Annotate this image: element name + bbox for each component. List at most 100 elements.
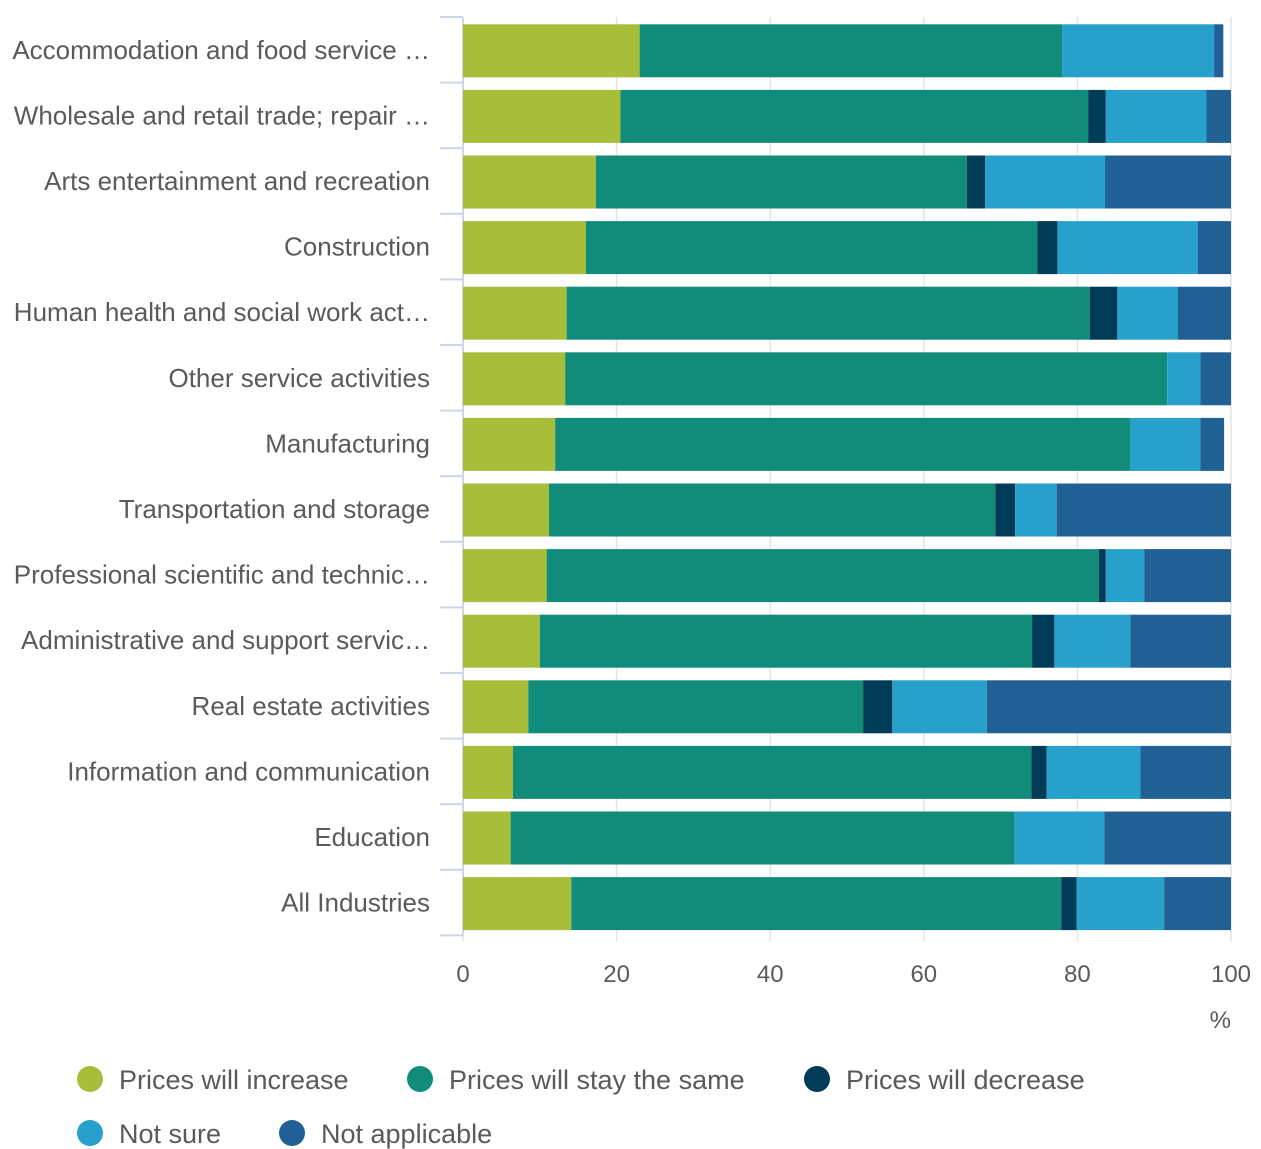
bar-segment bbox=[565, 352, 1168, 406]
bar-segment bbox=[463, 89, 621, 143]
bar-segment bbox=[463, 483, 550, 537]
bar-segment bbox=[1206, 89, 1231, 143]
bar-segment bbox=[1056, 483, 1231, 537]
bar-segment bbox=[555, 417, 1131, 471]
bar-segment bbox=[463, 352, 566, 406]
category-label: Wholesale and retail trade; repair … bbox=[14, 100, 430, 130]
category-label: Transportation and storage bbox=[119, 494, 430, 524]
bar-segment bbox=[528, 680, 864, 734]
bar-segment bbox=[463, 286, 567, 340]
bar-segment bbox=[1140, 745, 1231, 799]
x-tick-label: 20 bbox=[603, 961, 630, 988]
category-label: Construction bbox=[284, 232, 430, 262]
bar-segment bbox=[463, 549, 547, 603]
bar-segment bbox=[1062, 24, 1215, 78]
legend-swatch bbox=[804, 1066, 830, 1092]
bar-segment bbox=[1098, 549, 1106, 603]
bar-segment bbox=[463, 877, 572, 931]
bar-segment bbox=[1104, 811, 1231, 865]
bar-segment bbox=[1164, 877, 1231, 931]
bar-segment bbox=[463, 155, 596, 209]
bar-segment bbox=[892, 680, 987, 734]
bar-segment bbox=[1105, 549, 1145, 603]
bar-segment bbox=[463, 745, 513, 799]
bar-segment bbox=[512, 745, 1032, 799]
bar-segment bbox=[1144, 549, 1231, 603]
category-axis bbox=[440, 16, 464, 937]
category-label: Human health and social work act… bbox=[14, 297, 430, 327]
bar-segment bbox=[463, 417, 556, 471]
bar-segment bbox=[863, 680, 893, 734]
x-tick-label: 40 bbox=[757, 961, 784, 988]
bar-segment bbox=[1057, 221, 1198, 275]
category-label: Education bbox=[314, 822, 430, 852]
bar-segment bbox=[620, 89, 1089, 143]
bar-segment bbox=[1130, 614, 1231, 668]
x-tick-label: 60 bbox=[910, 961, 937, 988]
bar-segment bbox=[1046, 745, 1141, 799]
bar-segment bbox=[463, 24, 640, 78]
category-label: Professional scientific and technic… bbox=[14, 560, 430, 590]
bar-segment bbox=[1054, 614, 1131, 668]
x-tick-label: 100 bbox=[1211, 961, 1251, 988]
category-label: Arts entertainment and recreation bbox=[44, 166, 430, 196]
bars bbox=[463, 24, 1231, 931]
legend-label: Not applicable bbox=[321, 1119, 492, 1149]
legend-label: Prices will stay the same bbox=[449, 1065, 745, 1095]
bar-segment bbox=[1014, 811, 1105, 865]
bar-segment bbox=[1200, 352, 1231, 406]
bar-segment bbox=[1197, 221, 1231, 275]
bar-segment bbox=[510, 811, 1015, 865]
bar-segment bbox=[463, 614, 540, 668]
category-label: All Industries bbox=[281, 888, 430, 918]
legend-label: Not sure bbox=[119, 1119, 221, 1149]
bar-segment bbox=[1015, 483, 1057, 537]
bar-segment bbox=[1130, 417, 1201, 471]
legend: Prices will increase Prices will stay the… bbox=[77, 1065, 1085, 1149]
bar-segment bbox=[986, 680, 1231, 734]
bar-segment bbox=[1167, 352, 1201, 406]
bar-segment bbox=[1117, 286, 1179, 340]
bar-segment bbox=[639, 24, 1063, 78]
bar-segment bbox=[1178, 286, 1231, 340]
bar-segment bbox=[1105, 89, 1207, 143]
category-label: Other service activities bbox=[168, 363, 430, 393]
bar-segment bbox=[1088, 89, 1106, 143]
bar-segment bbox=[595, 155, 967, 209]
category-label: Information and communication bbox=[67, 756, 430, 786]
bar-segment bbox=[539, 614, 1033, 668]
category-label: Accommodation and food service … bbox=[12, 35, 430, 65]
bar-segment bbox=[463, 221, 586, 275]
bar-segment bbox=[585, 221, 1038, 275]
legend-swatch bbox=[77, 1120, 103, 1146]
bar-segment bbox=[1061, 877, 1077, 931]
category-label: Administrative and support servic… bbox=[21, 625, 430, 655]
bar-segment bbox=[549, 483, 996, 537]
bar-segment bbox=[566, 286, 1090, 340]
bar-segment bbox=[1200, 417, 1225, 471]
x-tick-label: 0 bbox=[456, 961, 469, 988]
bar-segment bbox=[1214, 24, 1224, 78]
value-axis-unit-label: % bbox=[1210, 1007, 1231, 1034]
bar-segment bbox=[571, 877, 1062, 931]
legend-label: Prices will decrease bbox=[846, 1065, 1085, 1095]
bar-segment bbox=[995, 483, 1016, 537]
legend-swatch bbox=[279, 1120, 305, 1146]
bar-segment bbox=[463, 811, 511, 865]
bar-segment bbox=[1105, 155, 1231, 209]
legend-swatch bbox=[407, 1066, 433, 1092]
bar-segment bbox=[966, 155, 986, 209]
bar-segment bbox=[463, 680, 529, 734]
bar-segment bbox=[1037, 221, 1058, 275]
category-labels: Accommodation and food service … Wholesal… bbox=[12, 35, 430, 918]
bar-segment bbox=[546, 549, 1099, 603]
bar-segment bbox=[1032, 614, 1055, 668]
bar-segment bbox=[1031, 745, 1047, 799]
legend-swatch bbox=[77, 1066, 103, 1092]
legend-label: Prices will increase bbox=[119, 1065, 349, 1095]
x-tick-label: 80 bbox=[1064, 961, 1091, 988]
category-label: Real estate activities bbox=[192, 691, 430, 721]
value-axis-ticks: 0 20 40 60 80 100 bbox=[456, 961, 1251, 988]
category-label: Manufacturing bbox=[265, 428, 430, 458]
